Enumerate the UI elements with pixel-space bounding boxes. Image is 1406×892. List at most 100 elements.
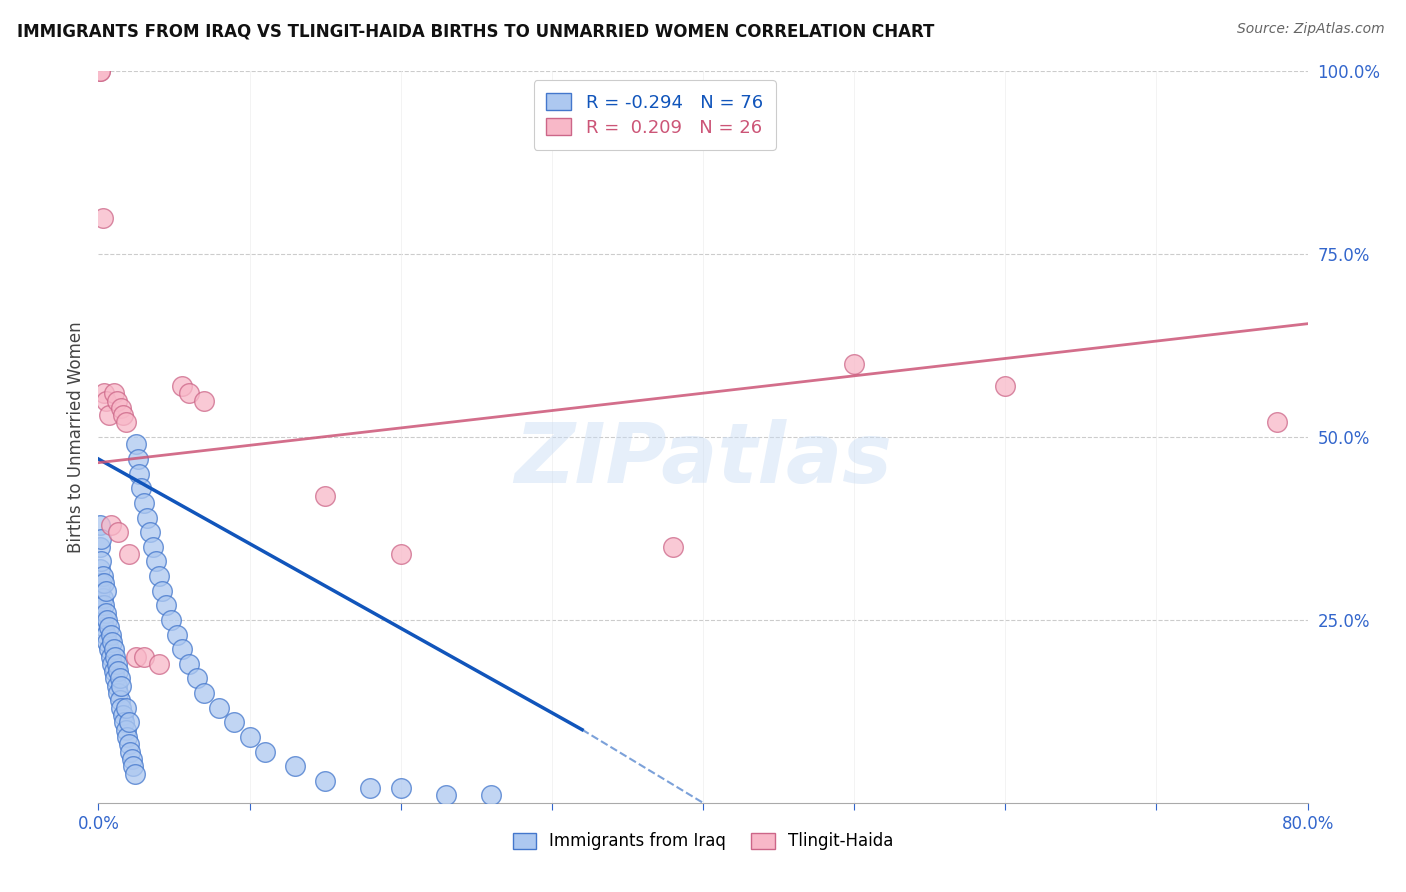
Point (90, 576, 112, 591)
Point (111, 708, 134, 723)
Point (104, 672, 127, 686)
Point (114, 700, 136, 714)
Point (253, 745, 276, 759)
Point (91, 591, 114, 605)
Point (103, 386, 125, 401)
Point (114, 723, 136, 737)
Text: Source: ZipAtlas.com: Source: ZipAtlas.com (1237, 22, 1385, 37)
Point (122, 759, 145, 773)
Y-axis label: Births to Unmarried Women: Births to Unmarried Women (66, 321, 84, 553)
Point (107, 686, 129, 700)
Point (94, 606, 117, 620)
Point (128, 467, 150, 481)
Point (170, 642, 193, 657)
Point (208, 700, 231, 714)
Point (90, 599, 112, 613)
Point (110, 401, 132, 415)
Point (107, 664, 129, 678)
Point (389, 547, 412, 561)
Point (89, 583, 111, 598)
Point (93, 599, 115, 613)
Point (179, 657, 201, 671)
Point (93, 620, 115, 634)
Point (105, 393, 128, 408)
Point (121, 752, 143, 766)
Point (100, 627, 122, 641)
Point (90, 554, 112, 568)
Point (110, 700, 132, 714)
Point (89, 64, 111, 78)
Point (98, 620, 121, 634)
Point (111, 408, 134, 422)
Point (89, 517, 111, 532)
Point (481, 789, 503, 803)
Point (115, 730, 138, 744)
Point (314, 489, 336, 503)
Point (193, 393, 215, 408)
Point (96, 613, 118, 627)
Point (994, 379, 1017, 393)
Point (148, 657, 170, 671)
Point (284, 759, 307, 773)
Point (434, 789, 457, 803)
Point (360, 781, 382, 796)
Point (96, 635, 118, 649)
Point (125, 649, 148, 664)
Point (150, 583, 173, 598)
Point (132, 649, 155, 664)
Point (142, 540, 165, 554)
Point (239, 730, 262, 744)
Point (125, 437, 148, 451)
Point (118, 547, 141, 561)
Point (98, 642, 121, 657)
Point (91, 211, 114, 225)
Point (100, 649, 122, 664)
Point (108, 672, 131, 686)
Point (112, 715, 135, 730)
Point (127, 452, 149, 467)
Point (389, 781, 412, 796)
Point (93, 576, 115, 591)
Point (94, 583, 117, 598)
Point (118, 715, 141, 730)
Point (89, 562, 111, 576)
Point (110, 679, 132, 693)
Point (93, 386, 115, 401)
Point (100, 517, 122, 532)
Point (844, 357, 866, 371)
Point (108, 693, 131, 707)
Point (170, 379, 193, 393)
Point (124, 766, 146, 780)
Point (91, 569, 114, 583)
Point (94, 627, 117, 641)
Point (224, 715, 246, 730)
Point (661, 540, 683, 554)
Point (120, 745, 142, 759)
Point (1267, 416, 1289, 430)
Point (105, 657, 128, 671)
Point (135, 510, 157, 524)
Point (314, 773, 336, 788)
Point (166, 627, 188, 641)
Point (160, 613, 183, 627)
Point (186, 672, 208, 686)
Text: IMMIGRANTS FROM IRAQ VS TLINGIT-HAIDA BIRTHS TO UNMARRIED WOMEN CORRELATION CHAR: IMMIGRANTS FROM IRAQ VS TLINGIT-HAIDA BI… (17, 22, 934, 40)
Point (148, 569, 170, 583)
Point (89, 540, 111, 554)
Point (179, 386, 201, 401)
Point (145, 554, 167, 568)
Point (103, 642, 125, 657)
Point (103, 664, 125, 678)
Point (94, 393, 117, 408)
Point (105, 679, 128, 693)
Point (155, 599, 177, 613)
Text: ZIPatlas: ZIPatlas (515, 418, 891, 500)
Point (132, 496, 155, 510)
Point (91, 613, 114, 627)
Point (104, 649, 127, 664)
Point (118, 737, 141, 751)
Point (101, 635, 124, 649)
Point (114, 416, 136, 430)
Point (89, 64, 111, 78)
Point (101, 657, 124, 671)
